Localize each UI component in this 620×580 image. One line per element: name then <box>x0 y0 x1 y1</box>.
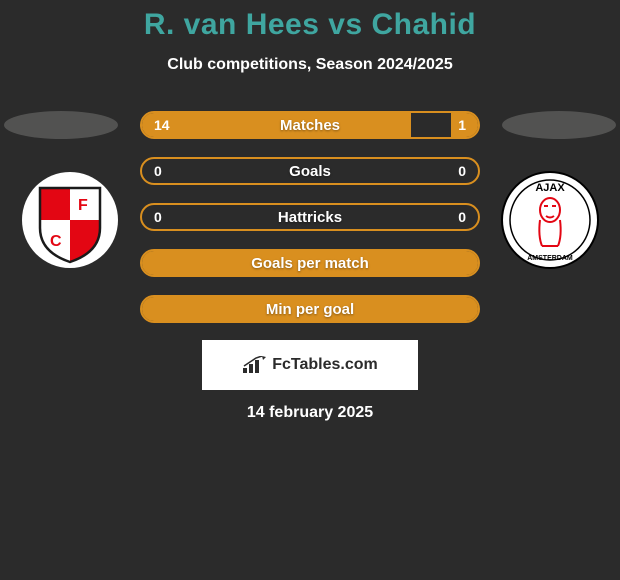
svg-text:F: F <box>78 197 88 214</box>
stat-value-left: 0 <box>154 205 162 229</box>
club-badge-left: F C <box>20 170 120 270</box>
stat-bar: 14 Matches 1 <box>140 111 480 139</box>
stat-value-right: 0 <box>458 205 466 229</box>
stat-value-right: 1 <box>458 113 466 137</box>
stat-label: Hattricks <box>142 205 478 229</box>
brand-box: FcTables.com <box>202 340 418 390</box>
stat-value-left: 0 <box>154 159 162 183</box>
stat-label: Goals per match <box>142 251 478 275</box>
brand-label: FcTables.com <box>242 356 378 374</box>
stat-row-min-per-goal: Min per goal <box>0 286 620 332</box>
stat-bar: 0 Goals 0 <box>140 157 480 185</box>
brand-text: FcTables.com <box>272 356 378 374</box>
stat-label: Goals <box>142 159 478 183</box>
stat-bar: 0 Hattricks 0 <box>140 203 480 231</box>
svg-text:AMSTERDAM: AMSTERDAM <box>527 255 573 262</box>
date-label: 14 february 2025 <box>0 404 620 422</box>
page-subtitle: Club competitions, Season 2024/2025 <box>0 56 620 74</box>
brand-icon <box>242 356 268 374</box>
player-shadow-right <box>502 111 616 139</box>
stat-bar: Goals per match <box>140 249 480 277</box>
svg-text:C: C <box>50 233 62 250</box>
stat-bar: Min per goal <box>140 295 480 323</box>
stat-value-right: 0 <box>458 159 466 183</box>
stat-label: Min per goal <box>142 297 478 321</box>
svg-text:AJAX: AJAX <box>535 182 565 194</box>
stat-label: Matches <box>142 113 478 137</box>
player-shadow-left <box>4 111 118 139</box>
stat-row-matches: 14 Matches 1 <box>0 102 620 148</box>
club-badge-right: AJAX AMSTERDAM <box>500 170 600 270</box>
page-title: R. van Hees vs Chahid <box>0 8 620 42</box>
stat-value-left: 14 <box>154 113 170 137</box>
